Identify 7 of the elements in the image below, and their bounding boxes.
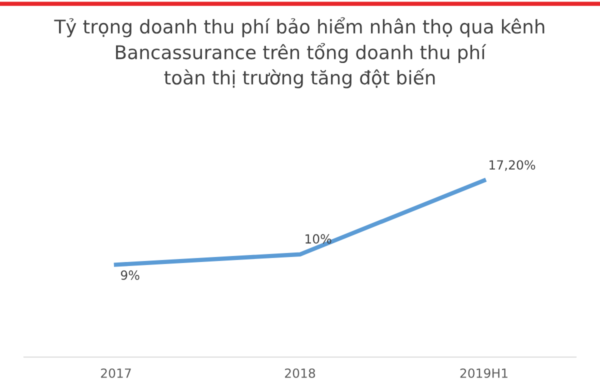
x-tick-label: 2017 bbox=[101, 368, 131, 378]
chart-title: Tỷ trọng doanh thu phí bảo hiểm nhân thọ qua kênh Bancassurance trên tổng doanh thu phí toàn thị trường tăng đột biến bbox=[54, 17, 544, 88]
data-label: 9% bbox=[120, 270, 140, 280]
data-label: 17,20% bbox=[490, 160, 536, 171]
x-tick-label: 2019H1 bbox=[460, 368, 508, 378]
x-tick-label: 2018 bbox=[285, 368, 316, 378]
data-label: 10% bbox=[306, 234, 332, 244]
